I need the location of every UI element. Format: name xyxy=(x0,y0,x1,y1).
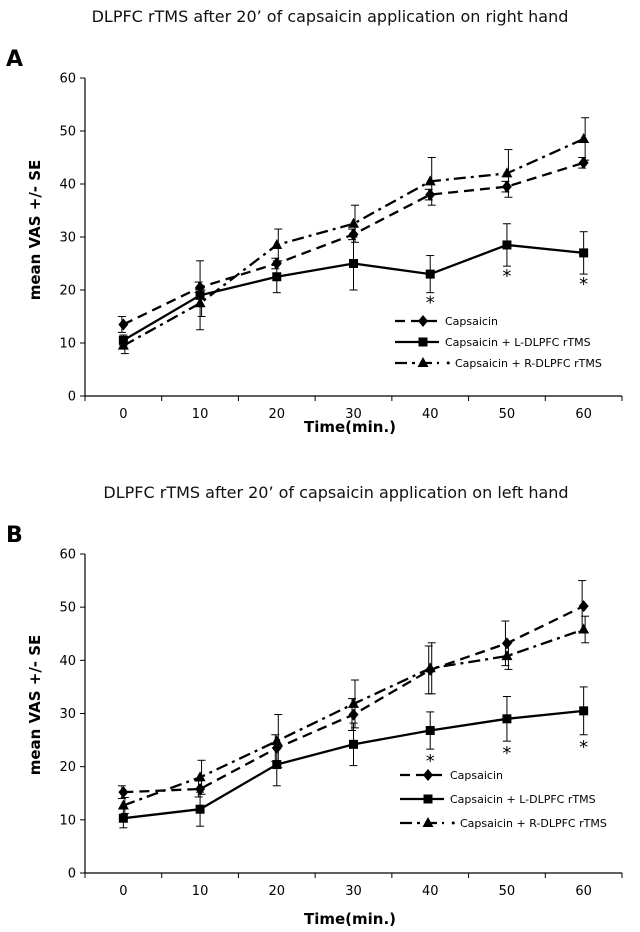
panel-a-point-triangle xyxy=(578,132,590,143)
panel-b-point-triangle xyxy=(194,771,206,782)
panel-b-ytick-label: 40 xyxy=(59,654,76,669)
panel-a-legend-marker-triangle xyxy=(417,357,429,367)
panel-a-point-diamond xyxy=(118,318,129,331)
panel-a-ytick-label: 50 xyxy=(59,125,76,140)
panel-a-xtick-label: 60 xyxy=(575,407,592,422)
panel-b-point-diamond xyxy=(578,600,589,613)
panel-b-xtick-label: 10 xyxy=(192,884,209,899)
panel-a-legend-label-diamond: Capsaicin xyxy=(445,315,498,328)
panel-b-legend-marker-triangle xyxy=(422,817,434,827)
panel-b-point-triangle xyxy=(424,662,436,673)
panel-a-ytick-label: 0 xyxy=(68,390,76,405)
panel-a-plot: 0 10 20 30 40 50 60 0 10 20 30 40 50 60 * * * Capsaicin Ca… xyxy=(59,72,623,422)
panel-b-ytick-label: 30 xyxy=(59,707,76,722)
panel-b-ytick-label: 60 xyxy=(59,548,76,563)
panel-b-ytick-label: 0 xyxy=(68,867,76,882)
panel-a-xtick-label: 50 xyxy=(499,407,516,422)
panel-a-point-triangle xyxy=(271,238,283,249)
panel-a-legend-marker-diamond xyxy=(418,315,428,327)
panel-a-significance-star: * xyxy=(502,266,511,287)
panel-b-point-square xyxy=(118,813,128,823)
panel-a-legend-label-triangle: • Capsaicin + R-DLPFC rTMS xyxy=(445,357,602,370)
panel-b-point-triangle xyxy=(578,623,590,634)
panel-b-ytick-label: 20 xyxy=(59,760,76,775)
panel-b-significance-star: * xyxy=(426,751,435,772)
panel-b-xtick-label: 30 xyxy=(345,884,362,899)
panel-a-point-triangle xyxy=(348,217,359,228)
panel-b-plot: 0 10 20 30 40 50 60 0 10 20 30 40 50 60 * * * Capsaicin Ca… xyxy=(59,548,623,899)
panel-b-point-triangle xyxy=(348,697,359,708)
panel-b-point-diamond xyxy=(118,786,129,799)
panel-b-point-square xyxy=(425,726,435,736)
panel-b-point-diamond xyxy=(348,708,359,721)
panel-a-legend-label-square: Capsaicin + L-DLPFC rTMS xyxy=(445,336,591,349)
panel-b-point-square xyxy=(349,739,358,749)
panel-a-xtick-label: 10 xyxy=(192,407,209,422)
panel-a-point-triangle xyxy=(194,297,206,308)
panel-b-letter: B xyxy=(6,523,23,548)
panel-b-legend-label-diamond: Capsaicin xyxy=(450,769,503,782)
panel-a-point-square xyxy=(425,269,435,279)
panel-b-point-diamond xyxy=(501,637,512,650)
panel-b-xtick-label: 0 xyxy=(119,884,127,899)
panel-a-xtick-label: 20 xyxy=(269,407,286,422)
panel-a-point-square xyxy=(272,272,282,282)
panel-b-significance-star: * xyxy=(502,743,511,764)
panel-b-xtick-label: 40 xyxy=(422,884,439,899)
panel-b-xtick-label: 50 xyxy=(499,884,516,899)
panel-b-point-triangle xyxy=(271,735,283,746)
panel-a-point-square xyxy=(579,248,589,258)
panel-a-ylabel: mean VAS +/- SE xyxy=(26,160,44,301)
panel-b-significance-star: * xyxy=(579,737,588,758)
panel-a-xtick-label: 30 xyxy=(345,407,362,422)
panel-a-ytick-label: 30 xyxy=(59,231,76,246)
panel-a-point-square xyxy=(502,240,512,250)
panel-b-point-triangle xyxy=(117,799,129,810)
panel-a-point-diamond xyxy=(501,180,512,193)
panel-a-xtick-label: 40 xyxy=(422,407,439,422)
panel-a-ytick-label: 20 xyxy=(59,284,76,299)
panel-a-title: DLPFC rTMS after 20’ of capsaicin applic… xyxy=(92,7,569,26)
panel-b-legend-label-triangle: • Capsaicin + R-DLPFC rTMS xyxy=(450,817,607,830)
panel-a-point-square xyxy=(349,259,358,268)
panel-a-point-triangle xyxy=(501,167,513,178)
panel-a-xlabel: Time(min.) xyxy=(304,418,396,436)
panel-b-legend-marker-square xyxy=(423,794,433,804)
panel-b-xlabel: Time(min.) xyxy=(304,910,396,928)
panel-b-legend-marker-diamond xyxy=(423,769,433,781)
panel-b-point-square xyxy=(195,804,205,814)
panel-a-point-diamond xyxy=(425,188,436,201)
panel-a-point-triangle xyxy=(424,175,436,186)
panel-a-ytick-label: 10 xyxy=(59,337,76,352)
panel-a-significance-star: * xyxy=(579,274,588,295)
panel-a-point-diamond xyxy=(578,156,589,169)
panel-b-point-square xyxy=(272,760,282,770)
panel-a-ytick-label: 40 xyxy=(59,178,76,193)
panel-b-point-square xyxy=(502,714,512,724)
panel-b-point-square xyxy=(579,706,589,716)
panel-a-significance-star: * xyxy=(426,293,435,314)
panel-b-ytick-label: 50 xyxy=(59,601,76,616)
panel-b-point-triangle xyxy=(501,650,513,661)
panel-a-xtick-label: 0 xyxy=(119,407,127,422)
panel-b-xtick-label: 20 xyxy=(269,884,286,899)
panel-a-ytick-label: 60 xyxy=(59,72,76,87)
panel-a-letter: A xyxy=(6,47,23,72)
panel-a-point-triangle xyxy=(117,339,129,350)
panel-a-point-square xyxy=(195,290,205,300)
panel-b-xtick-label: 60 xyxy=(575,884,592,899)
panel-b-title: DLPFC rTMS after 20’ of capsaicin applic… xyxy=(103,483,568,502)
panel-b-legend-label-square: Capsaicin + L-DLPFC rTMS xyxy=(450,793,596,806)
panel-b-ylabel: mean VAS +/- SE xyxy=(26,635,44,776)
panel-b-ytick-label: 10 xyxy=(59,813,76,828)
panel-a-legend-marker-square xyxy=(418,337,428,347)
